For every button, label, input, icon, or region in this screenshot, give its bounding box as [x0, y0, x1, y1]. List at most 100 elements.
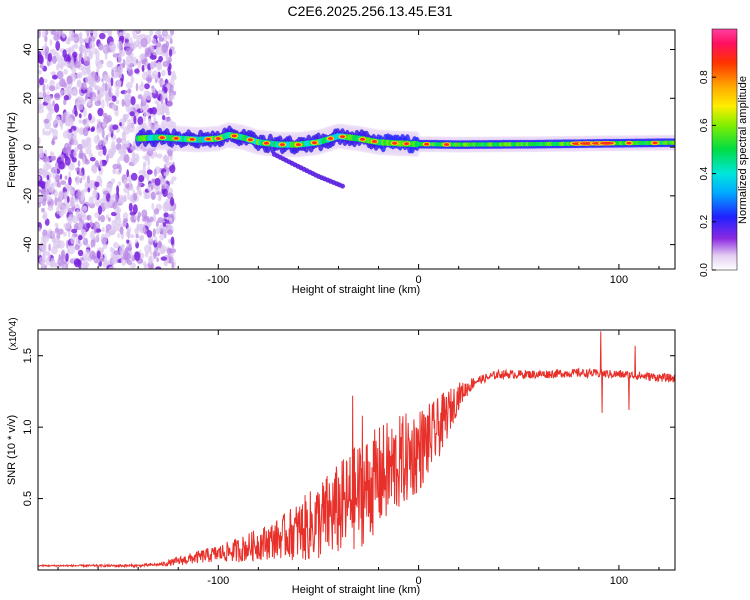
- noise-speck: [139, 223, 143, 233]
- noise-speck: [115, 100, 120, 105]
- noise-speck: [43, 162, 49, 172]
- noise-speck: [81, 139, 86, 144]
- noise-speck: [52, 100, 55, 107]
- noise-speck: [118, 197, 125, 205]
- noise-speck: [115, 88, 120, 98]
- noise-speck: [56, 182, 62, 188]
- y-tick-label: 0: [22, 144, 34, 150]
- noise-speck: [137, 116, 144, 126]
- noise-speck: [38, 227, 42, 233]
- noise-speck: [62, 113, 66, 124]
- x-tick-label: -100: [207, 575, 229, 587]
- noise-speck: [135, 234, 139, 239]
- noise-speck: [61, 32, 66, 39]
- noise-speck: [45, 257, 50, 266]
- noise-speck: [92, 96, 96, 102]
- noise-speck: [132, 192, 138, 201]
- snr-series: [38, 331, 675, 569]
- noise-speck: [63, 231, 67, 237]
- noise-speck: [150, 46, 155, 51]
- noise-speck: [162, 202, 169, 213]
- noise-speck: [102, 242, 108, 250]
- noise-speck: [42, 245, 46, 256]
- noise-speck: [60, 63, 64, 70]
- noise-speck: [157, 217, 164, 224]
- noise-speck: [137, 94, 143, 100]
- noise-speck: [78, 119, 83, 124]
- noise-speck: [38, 150, 43, 160]
- noise-speck: [126, 239, 130, 244]
- noise-speck: [126, 259, 133, 265]
- noise-speck: [63, 264, 67, 269]
- hot-spot-core: [371, 140, 378, 143]
- noise-speck: [135, 239, 138, 244]
- noise-speck: [90, 239, 94, 249]
- colorbar-tick-label: 0.0: [699, 263, 710, 277]
- hot-spot-core: [392, 141, 398, 145]
- noise-speck: [77, 101, 84, 111]
- noise-speck: [129, 234, 135, 239]
- noise-speck: [149, 30, 153, 37]
- noise-speck: [131, 42, 138, 49]
- noise-speck: [80, 261, 88, 269]
- noise-speck: [54, 227, 60, 234]
- noise-speck: [102, 159, 107, 165]
- noise-speck: [88, 74, 93, 84]
- noise-speck: [128, 123, 135, 133]
- noise-speck: [126, 226, 132, 233]
- noise-speck: [51, 30, 57, 36]
- noise-speck: [170, 121, 177, 130]
- noise-speck: [128, 202, 133, 212]
- noise-speck: [129, 111, 135, 117]
- noise-speck: [160, 256, 167, 261]
- noise-speck: [116, 137, 123, 144]
- noise-speck: [167, 161, 173, 167]
- colorbar-gradient: [711, 28, 738, 271]
- noise-speck: [86, 175, 90, 184]
- x-tick-label: 0: [416, 575, 422, 587]
- y-tick-label: -20: [22, 188, 34, 204]
- noise-speck: [157, 89, 163, 95]
- noise-speck: [150, 184, 154, 191]
- noise-speck: [94, 190, 98, 200]
- noise-speck: [43, 234, 49, 243]
- noise-speck: [71, 156, 77, 163]
- noise-speck: [155, 220, 159, 228]
- noise-speck: [132, 30, 136, 36]
- noise-speck: [80, 193, 85, 202]
- noise-speck: [89, 40, 95, 50]
- noise-speck: [58, 209, 63, 217]
- noise-speck: [55, 63, 60, 71]
- noise-speck: [47, 102, 53, 112]
- colorbar-tick-label: 0.6: [699, 118, 710, 132]
- noise-speck: [41, 189, 47, 197]
- noise-speck: [165, 51, 169, 60]
- noise-speck: [63, 99, 67, 106]
- noise-speck: [166, 106, 170, 114]
- noise-speck: [100, 198, 104, 204]
- noise-speck: [88, 113, 92, 121]
- x-tick-label: 100: [610, 274, 628, 286]
- noise-speck: [70, 188, 73, 195]
- noise-speck: [76, 73, 80, 79]
- hot-spot-core: [339, 135, 346, 139]
- spectrogram-x-ticks: -100 0 100: [57, 30, 660, 286]
- noise-speck: [135, 83, 139, 92]
- noise-speck: [154, 236, 158, 244]
- snr-x-ticks: -100 0 100: [57, 330, 660, 587]
- noise-speck: [143, 194, 151, 200]
- noise-speck: [121, 73, 124, 82]
- noise-speck: [99, 177, 103, 187]
- noise-speck: [144, 244, 152, 254]
- noise-speck: [149, 216, 154, 223]
- noise-speck: [165, 159, 169, 168]
- noise-speck: [43, 211, 48, 221]
- noise-speck: [156, 257, 159, 263]
- noise-speck: [114, 108, 119, 117]
- noise-speck: [77, 96, 83, 102]
- hot-spot-core: [327, 137, 334, 140]
- noise-speck: [105, 203, 111, 208]
- noise-speck: [52, 74, 58, 80]
- y-tick-label: 20: [22, 92, 34, 104]
- noise-speck: [111, 95, 117, 102]
